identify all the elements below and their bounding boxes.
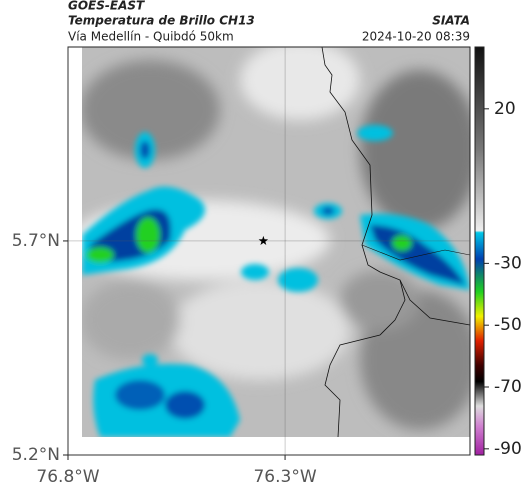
- title: Temperatura de Brillo CH13: [68, 14, 255, 28]
- colorbar-tick-label: -70: [494, 377, 522, 397]
- subtitle: Vía Medellín - Quibdó 50km: [68, 30, 234, 44]
- y-tick-label: 5.2°N: [12, 445, 60, 465]
- colorbar-tick-label: 20: [494, 99, 516, 119]
- source: SIATA: [432, 14, 470, 28]
- colorbar-tick-label: -50: [494, 315, 522, 335]
- location-marker: [258, 235, 269, 245]
- timestamp: 2024-10-20 08:39: [362, 30, 470, 44]
- x-tick-label: 76.3°W: [253, 467, 316, 487]
- x-tick-label: 76.8°W: [36, 467, 99, 487]
- satellite-image: [82, 47, 470, 437]
- y-tick-label: 5.7°N: [12, 231, 60, 251]
- colorbar: [474, 46, 485, 456]
- product: GOES-EAST: [68, 0, 145, 13]
- colorbar-tick-label: -30: [494, 253, 522, 273]
- colorbar-tick-label: -90: [494, 439, 522, 459]
